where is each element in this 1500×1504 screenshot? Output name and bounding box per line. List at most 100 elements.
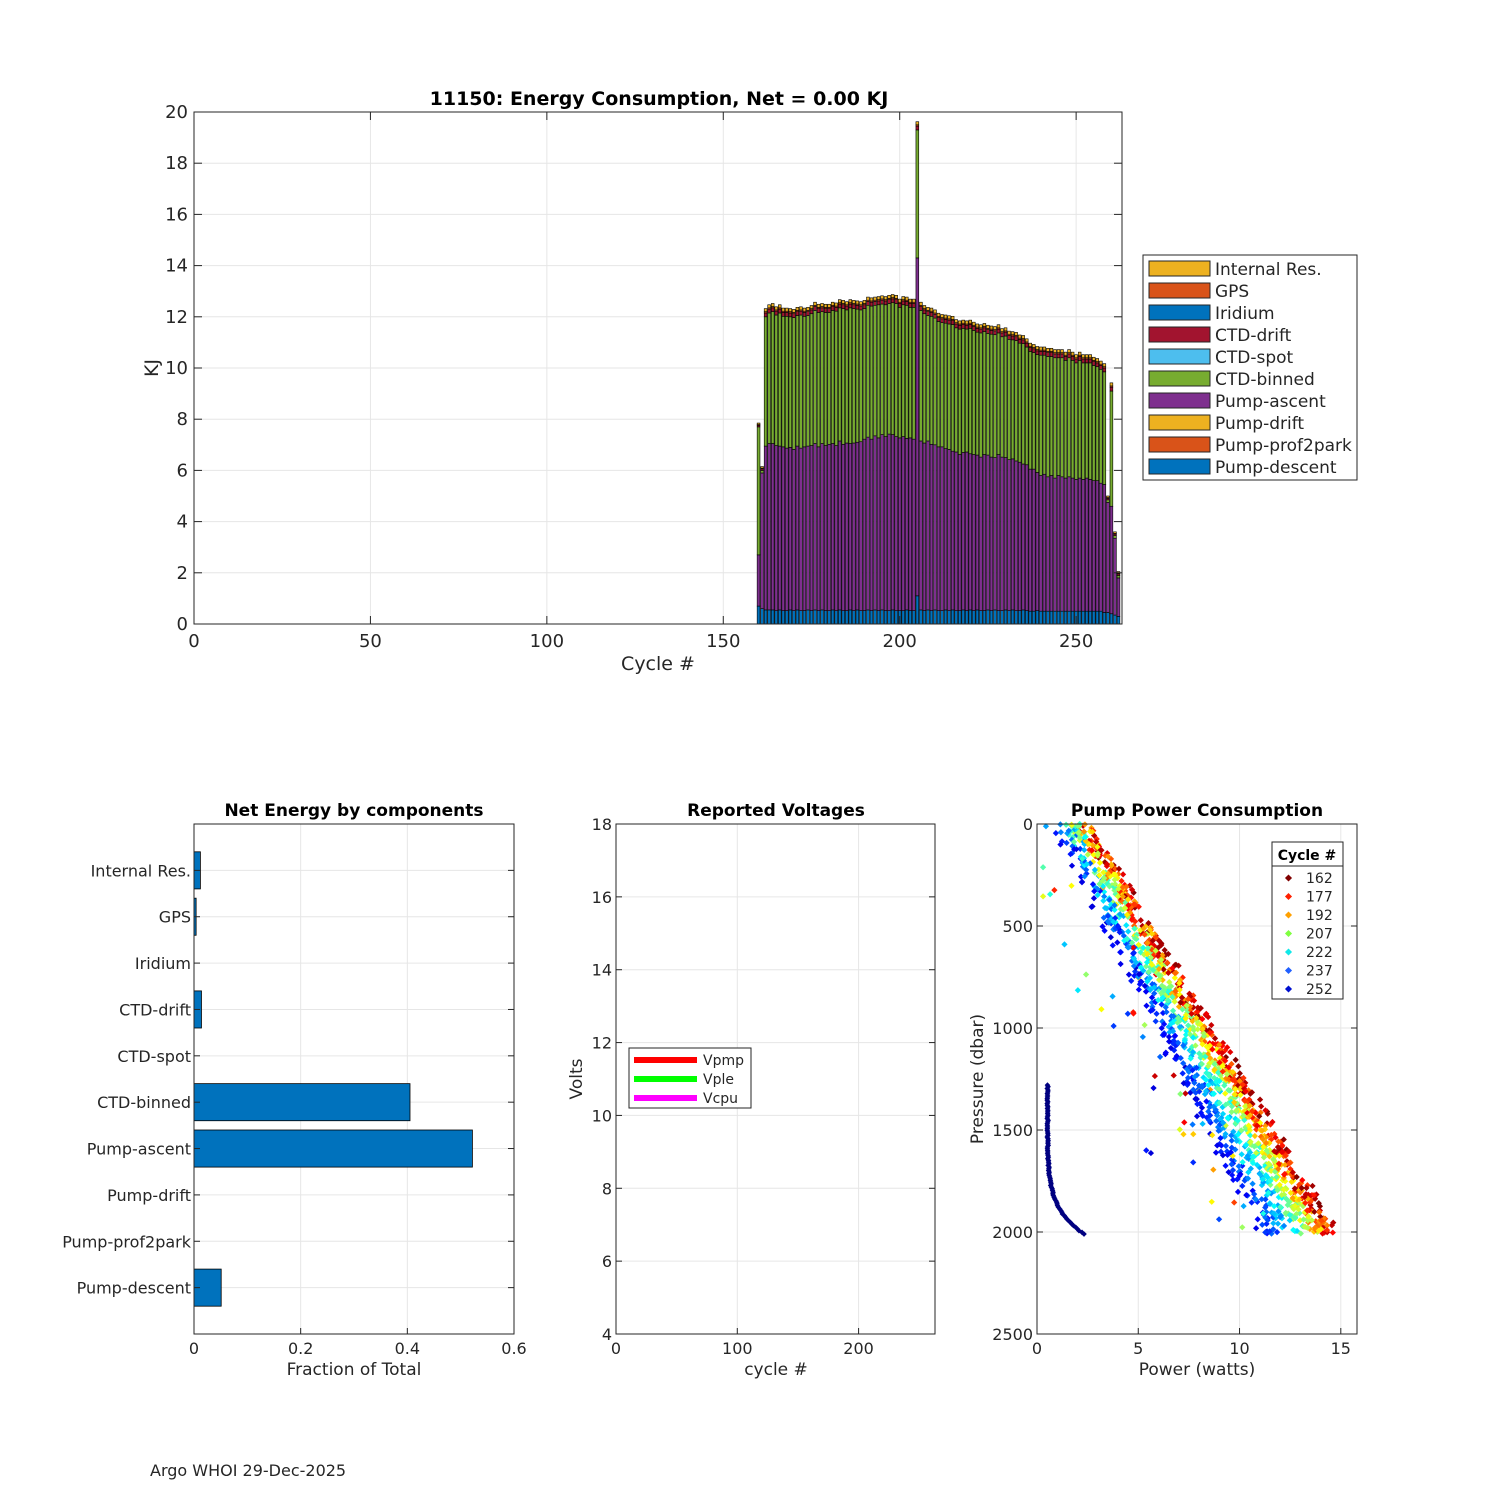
pump-point <box>1136 981 1144 988</box>
energy-bar-internal <box>926 307 930 311</box>
pump-point <box>1125 971 1133 978</box>
pump-point <box>1084 851 1091 858</box>
components-xtick-label: 0.4 <box>395 1339 420 1358</box>
pump-legend-title: Cycle # <box>1278 848 1337 864</box>
energy-ytick-label: 14 <box>165 256 188 277</box>
energy-bar-ascent <box>1085 477 1089 612</box>
energy-bar-binned <box>922 313 927 444</box>
pump-point <box>1180 1042 1187 1049</box>
pump-point <box>1260 1154 1268 1161</box>
energy-bar-cycle <box>830 301 835 625</box>
energy-bar-cycle <box>1014 332 1018 625</box>
energy-bar-descent <box>820 609 824 625</box>
components-bars <box>193 851 473 1307</box>
pump-point <box>1189 1023 1197 1031</box>
pump-point <box>1206 1073 1213 1080</box>
pump-point <box>1228 1144 1235 1151</box>
pump-point <box>1246 1102 1253 1109</box>
pump-point <box>1155 965 1163 973</box>
energy-bar-ascent <box>922 442 927 611</box>
voltages-legend-label: Vpmp <box>703 1053 744 1069</box>
energy-bar-descent <box>756 605 761 625</box>
pump-point <box>1189 1018 1196 1025</box>
pump-point <box>1211 1066 1218 1073</box>
pump-point <box>1259 1135 1266 1143</box>
voltages-legend-label: Vcpu <box>703 1091 738 1107</box>
energy-bar-internal <box>947 315 951 320</box>
energy-bar-descent <box>1077 610 1082 625</box>
pump-point <box>1280 1186 1287 1193</box>
pump-point <box>1083 866 1090 873</box>
pump-point <box>1114 939 1121 946</box>
energy-bar-descent <box>1085 610 1089 625</box>
components-category-label: Pump-descent <box>77 1279 191 1298</box>
energy-bar-cycle <box>986 324 990 625</box>
pump-point <box>1039 864 1047 871</box>
energy-bar-drift <box>936 317 941 322</box>
energy-bar-internal <box>1099 360 1103 365</box>
energy-bar-cycle <box>770 303 775 625</box>
energy-bar-descent <box>1014 610 1018 625</box>
pump-point <box>1228 1137 1235 1144</box>
energy-bar-cycle <box>979 324 983 625</box>
energy-bar-internal <box>1060 349 1064 353</box>
energy-bar-cycle <box>816 303 821 625</box>
energy-bar-internal <box>799 306 803 311</box>
energy-bar-descent <box>890 609 895 625</box>
energy-bar-descent <box>809 610 814 625</box>
energy-bar-ascent <box>996 454 1001 611</box>
energy-bar-descent <box>922 610 927 625</box>
energy-bar-ascent <box>778 445 782 611</box>
energy-bar-descent <box>806 609 810 625</box>
energy-bar-binned <box>936 321 941 448</box>
pump-point <box>1158 1025 1165 1032</box>
energy-bar-cycle <box>834 302 838 625</box>
energy-bar-internal <box>950 315 955 320</box>
pump-point <box>1100 897 1107 904</box>
pump-point <box>1259 1176 1266 1183</box>
energy-legend-label: Pump-descent <box>1215 458 1337 478</box>
pump-point <box>1158 982 1166 989</box>
energy-bar-cycle <box>813 301 817 625</box>
energy-bar-ascent <box>785 447 789 611</box>
energy-bar-binned <box>1081 362 1085 480</box>
pump-point <box>1155 996 1162 1004</box>
energy-bar-cycle <box>940 314 944 625</box>
pump-point <box>1244 1175 1252 1182</box>
energy-bar-cycle <box>778 304 782 625</box>
energy-bar-cycle <box>965 320 969 625</box>
energy-bar-descent <box>770 609 775 625</box>
energy-bar-binned <box>848 307 853 444</box>
energy-xtick-label: 200 <box>883 631 917 652</box>
pump-point <box>1180 1131 1187 1138</box>
energy-bar-drift <box>785 312 789 317</box>
pump-point <box>1216 1041 1223 1048</box>
pump-point <box>1144 951 1151 958</box>
pump-point <box>1193 1095 1200 1103</box>
pump-point <box>1262 1204 1269 1211</box>
pump-point <box>1247 1138 1254 1145</box>
pump-point <box>1259 1127 1266 1134</box>
pump-point <box>1258 1103 1265 1110</box>
energy-bar-binned <box>926 315 930 442</box>
energy-bar-internal <box>862 300 867 304</box>
pump-point <box>1173 1053 1180 1060</box>
energy-bar-cycle <box>926 307 930 625</box>
energy-bar-drift <box>940 318 944 323</box>
pump-point <box>1271 1148 1278 1155</box>
energy-bar-ascent <box>1049 475 1054 612</box>
pump-point <box>1262 1107 1269 1114</box>
pump-point <box>1232 1056 1239 1064</box>
pump-point <box>1082 971 1090 978</box>
pump-point <box>1317 1225 1325 1233</box>
pump-point <box>1145 920 1152 927</box>
energy-bar-cycle <box>1113 531 1117 625</box>
energy-bar-internal <box>1113 531 1117 534</box>
energy-bar-cycle <box>827 303 831 625</box>
energy-bar-internal <box>852 300 856 304</box>
energy-bar-binned <box>1021 343 1025 465</box>
energy-bar-binned <box>929 315 934 445</box>
energy-bar-drift <box>887 299 891 304</box>
energy-bar-descent <box>763 609 768 625</box>
components-title: Net Energy by components <box>224 801 483 821</box>
